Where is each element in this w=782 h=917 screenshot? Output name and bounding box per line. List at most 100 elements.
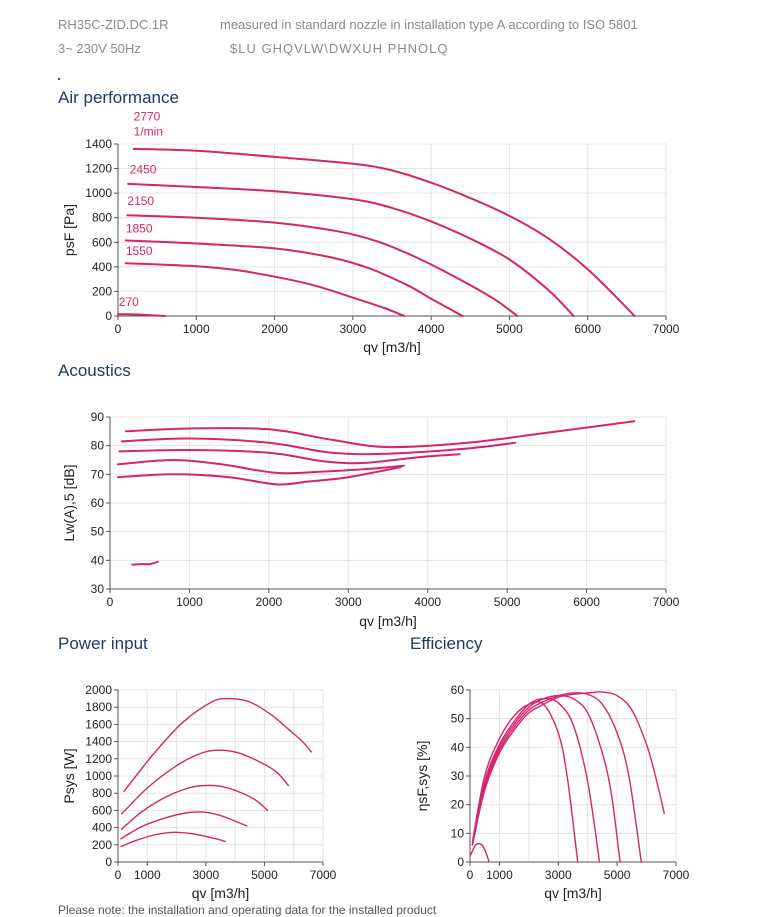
acoustics-series-2150 xyxy=(118,448,461,465)
power-y-tick-label: 600 xyxy=(92,803,112,817)
acoustics-series-1850 xyxy=(116,459,405,475)
power-series-1850 xyxy=(120,811,248,840)
efficiency-series-2150 xyxy=(471,695,621,863)
air-curve-label: 2450 xyxy=(130,162,157,176)
air-series-1850 xyxy=(124,239,464,317)
power-y-tick-label: 0 xyxy=(105,855,112,869)
air-x-tick-label: 0 xyxy=(115,322,122,336)
air-y-tick-label: 1000 xyxy=(85,186,112,200)
acoustics-y-tick-label: 50 xyxy=(91,525,105,539)
power-input-title: Power input xyxy=(58,634,148,653)
air-y-tick-label: 1400 xyxy=(85,137,112,151)
air-series-2770 xyxy=(132,147,636,317)
air-performance-title: Air performance xyxy=(58,88,179,107)
acoustics-y-axis-label: Lw(A),5 [dB] xyxy=(61,464,77,541)
air-y-tick-label: 1200 xyxy=(85,162,112,176)
efficiency-y-tick-label: 30 xyxy=(451,769,465,783)
power-series-2770 xyxy=(123,697,312,793)
power-y-tick-label: 1000 xyxy=(85,769,112,783)
efficiency-y-tick-label: 40 xyxy=(451,740,465,754)
power-y-tick-label: 1400 xyxy=(85,735,112,749)
model-number: RH35C-ZID.DC.1R xyxy=(58,17,169,32)
efficiency-series-1550 xyxy=(471,701,579,863)
power-x-tick-label: 1000 xyxy=(134,868,161,882)
footnote: Please note: the installation and operat… xyxy=(58,903,437,917)
air-x-tick-label: 1000 xyxy=(183,322,210,336)
efficiency-y-axis-label: ηsF,sys [%] xyxy=(414,741,430,812)
power-y-axis-label: Psys [W] xyxy=(61,748,77,803)
air-x-tick-label: 5000 xyxy=(496,322,523,336)
air-series-270 xyxy=(117,313,166,317)
power-y-tick-label: 2000 xyxy=(85,683,112,697)
air-curve-label: 270 xyxy=(119,295,139,309)
acoustics-title: Acoustics xyxy=(58,361,131,380)
acoustics-y-tick-label: 90 xyxy=(91,410,105,424)
acoustics-x-tick-label: 1000 xyxy=(176,595,203,609)
air-curve-label: 2150 xyxy=(127,194,154,208)
power-y-tick-label: 1200 xyxy=(85,752,112,766)
acoustics-x-tick-label: 3000 xyxy=(335,595,362,609)
acoustics-y-tick-label: 60 xyxy=(91,496,105,510)
acoustics-y-tick-label: 40 xyxy=(91,553,105,567)
efficiency-x-tick-label: 5000 xyxy=(604,868,631,882)
power-chart: 0 200 400 600 800 1000 1200 1400 1600 1800 2000 0 10… xyxy=(61,683,337,901)
air-curve-label: 1850 xyxy=(126,221,153,235)
power-series-1550 xyxy=(120,831,226,848)
air-y-axis-label: psF [Pa] xyxy=(61,204,77,256)
acoustics-series-2450 xyxy=(120,437,517,456)
air-y-tick-label: 400 xyxy=(92,260,112,274)
supply-voltage: 3~ 230V 50Hz xyxy=(58,41,141,56)
acoustics-y-tick-label: 80 xyxy=(91,439,105,453)
air-series-2150 xyxy=(126,214,519,317)
power-x-tick-label: 3000 xyxy=(193,868,220,882)
efficiency-y-tick-label: 50 xyxy=(451,712,465,726)
acoustics-y-tick-label: 30 xyxy=(91,582,105,596)
air-y-tick-label: 800 xyxy=(92,211,112,225)
efficiency-chart: 0 10 20 30 40 50 60 0 1000 3000 5000 7000 qv [m3/h] η… xyxy=(414,683,690,901)
efficiency-series-1850 xyxy=(471,697,601,863)
air-y-tick-label: 200 xyxy=(92,284,112,298)
acoustics-x-tick-label: 6000 xyxy=(573,595,600,609)
air-x-tick-label: 6000 xyxy=(574,322,601,336)
acoustics-x-tick-label: 7000 xyxy=(653,595,680,609)
efficiency-x-tick-label: 3000 xyxy=(545,868,572,882)
air-plot-area xyxy=(117,143,667,317)
power-series-2450 xyxy=(121,749,290,815)
acoustics-y-tick-label: 70 xyxy=(91,467,105,481)
acoustics-x-axis-label: qv [m3/h] xyxy=(359,613,417,629)
efficiency-x-tick-label: 0 xyxy=(467,868,474,882)
air-x-tick-label: 2000 xyxy=(261,322,288,336)
efficiency-y-tick-label: 0 xyxy=(457,855,464,869)
bullet-dot xyxy=(58,78,60,80)
efficiency-series-270 xyxy=(469,842,490,863)
efficiency-x-tick-label: 1000 xyxy=(486,868,513,882)
density-note: $LU GHQVLW\DWXUH PHNOLQ xyxy=(230,41,449,56)
air-x-axis-label: qv [m3/h] xyxy=(363,339,421,355)
air-x-tick-label: 4000 xyxy=(418,322,445,336)
power-x-tick-label: 7000 xyxy=(310,868,337,882)
power-x-axis-label: qv [m3/h] xyxy=(192,885,250,901)
efficiency-y-tick-label: 20 xyxy=(451,798,465,812)
power-x-tick-label: 5000 xyxy=(251,868,278,882)
air-x-tick-label: 3000 xyxy=(340,322,367,336)
efficiency-title: Efficiency xyxy=(410,634,483,653)
power-y-tick-label: 400 xyxy=(92,821,112,835)
air-series-2450 xyxy=(127,182,575,317)
acoustics-series-270 xyxy=(131,560,159,566)
efficiency-x-axis-label: qv [m3/h] xyxy=(544,885,602,901)
air-chart: 0 200 400 600 800 1000 1200 1400 0 1000 2000 3000 40… xyxy=(61,110,680,355)
measurement-note: measured in standard nozzle in installat… xyxy=(220,17,638,32)
power-x-tick-label: 0 xyxy=(115,868,122,882)
air-y-tick-label: 0 xyxy=(105,309,112,323)
power-y-tick-label: 1800 xyxy=(85,700,112,714)
acoustics-series-1550 xyxy=(116,466,402,486)
acoustics-x-tick-label: 0 xyxy=(107,595,114,609)
acoustics-series-2770 xyxy=(124,420,636,449)
air-y-tick-label: 600 xyxy=(92,235,112,249)
efficiency-y-tick-label: 10 xyxy=(451,826,465,840)
acoustics-x-tick-label: 4000 xyxy=(414,595,441,609)
efficiency-y-tick-label: 60 xyxy=(451,683,465,697)
air-x-tick-label: 7000 xyxy=(653,322,680,336)
power-y-tick-label: 200 xyxy=(92,838,112,852)
